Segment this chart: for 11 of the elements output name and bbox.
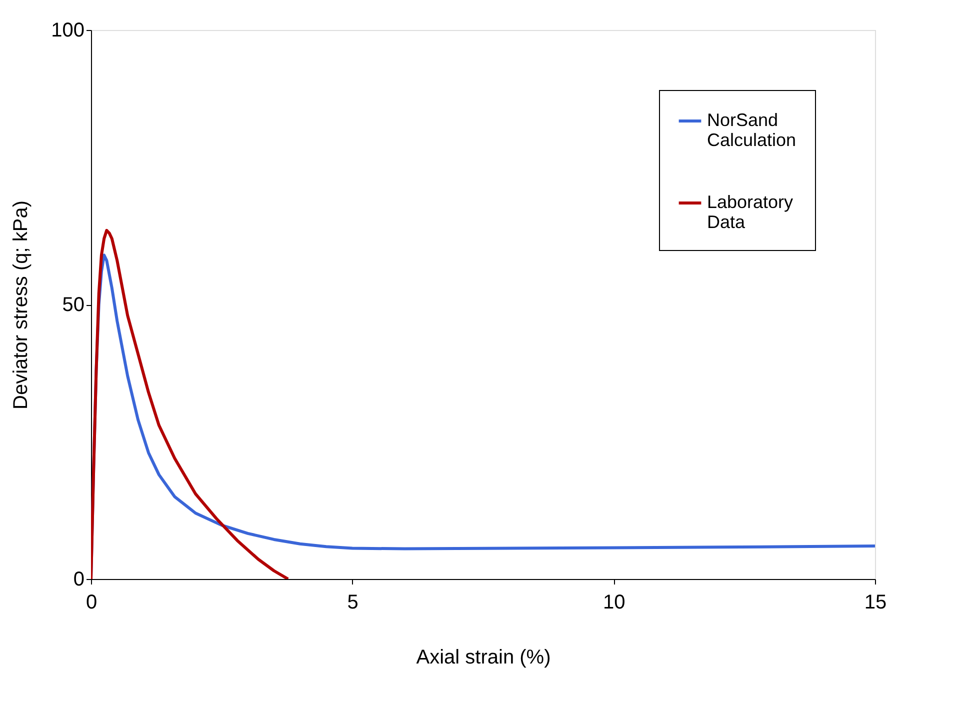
- legend-label: Laboratory Data: [707, 192, 794, 232]
- x-tick-label: 10: [603, 592, 626, 614]
- legend-label: NorSand Calculation: [707, 110, 796, 150]
- line-series: [91, 228, 290, 579]
- y-tick-label: 100: [51, 20, 84, 42]
- y-tick-label: 50: [62, 294, 84, 316]
- y-axis-title: Deviator stress (q; kPa): [10, 200, 32, 410]
- y-tick-label: 0: [73, 568, 84, 590]
- x-tick-label: 15: [864, 592, 887, 614]
- x-tick-label: 5: [347, 592, 358, 614]
- x-axis-title: Axial strain (%): [416, 646, 551, 668]
